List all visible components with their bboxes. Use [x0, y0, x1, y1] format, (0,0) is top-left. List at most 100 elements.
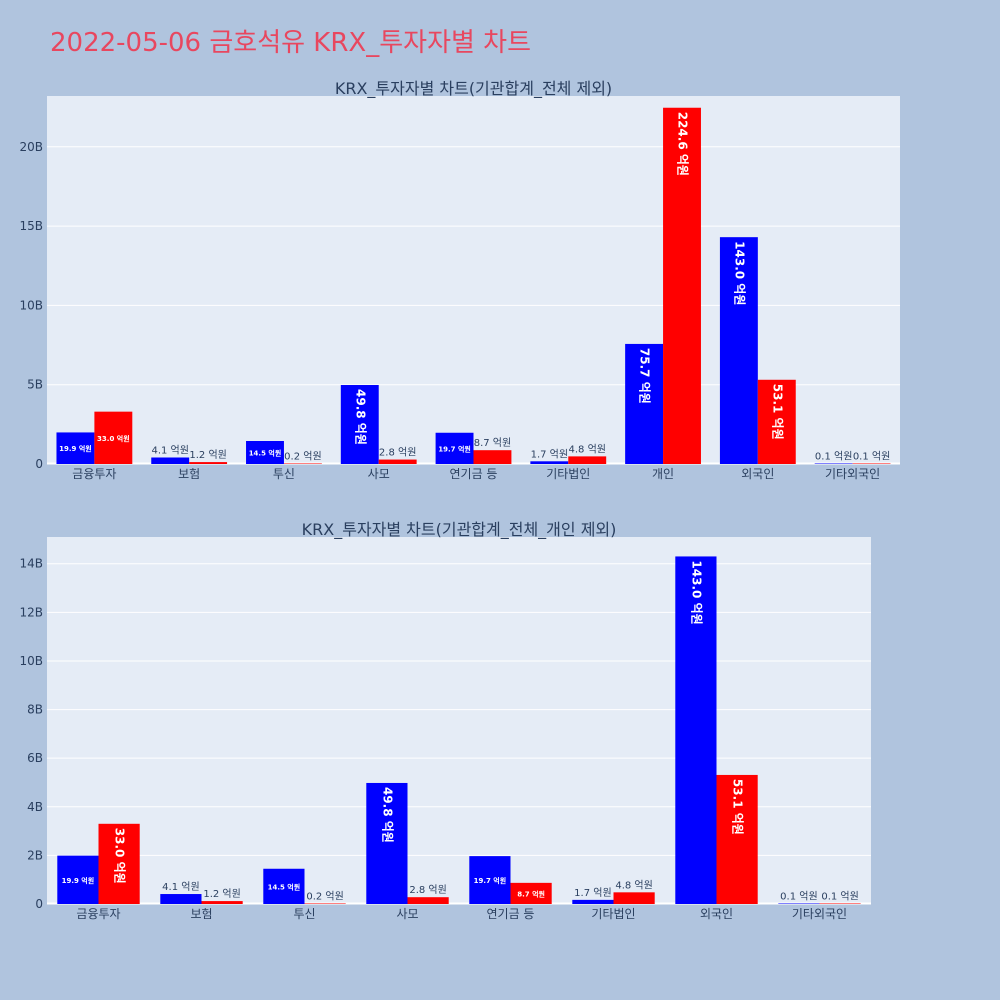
- y-tick-label: 6B: [27, 751, 43, 765]
- bar-value-label: 4.1 억원: [151, 444, 188, 456]
- bar-value-label: 19.7 억원: [474, 876, 507, 885]
- bar: [151, 457, 190, 464]
- bar: [263, 868, 305, 904]
- bar: [716, 774, 758, 904]
- bar-value-label: 75.7 억원: [638, 348, 652, 404]
- bar: [625, 343, 664, 464]
- bar: [568, 456, 607, 464]
- bar: [814, 463, 853, 464]
- x-tick-label: 사모: [368, 467, 390, 481]
- bar-value-label: 2.8 억원: [379, 447, 416, 459]
- x-tick-label: 기타외국인: [825, 467, 880, 481]
- bar: [510, 882, 552, 904]
- bar: [407, 897, 449, 904]
- bar: [675, 556, 717, 904]
- bar-value-label: 49.8 억원: [353, 389, 367, 445]
- x-tick-label: 기타법인: [591, 907, 635, 921]
- bar-value-label: 4.8 억원: [568, 443, 605, 455]
- bar-value-label: 8.7 억원: [474, 437, 511, 449]
- x-tick-label: 외국인: [741, 467, 774, 481]
- bar: [98, 823, 140, 904]
- bar-value-label: 53.1 억원: [770, 384, 784, 440]
- y-tick-label: 15B: [19, 219, 43, 233]
- y-tick-label: 10B: [19, 654, 43, 668]
- bar-value-label: 19.7 억원: [438, 444, 471, 453]
- bar: [57, 855, 99, 904]
- bar: [304, 903, 346, 904]
- x-tick-label: 투신: [273, 467, 295, 481]
- bar-value-label: 224.6 억원: [676, 112, 690, 176]
- bar: [56, 432, 95, 464]
- page-title: 2022-05-06 금호석유 KRX_투자자별 차트: [50, 28, 532, 58]
- bar-value-label: 8.7 억원: [517, 889, 545, 898]
- bar-value-label: 2.8 억원: [409, 884, 446, 896]
- bar-value-label: 0.1 억원: [853, 451, 890, 463]
- x-tick-label: 투신: [293, 907, 315, 921]
- bar: [189, 462, 228, 464]
- bar-value-label: 14.5 억원: [268, 882, 301, 891]
- bar-value-label: 1.7 억원: [531, 448, 568, 460]
- bar: [160, 894, 202, 904]
- bar-value-label: 0.1 억원: [780, 891, 817, 903]
- x-tick-label: 금융투자: [72, 467, 116, 481]
- bar-value-label: 1.7 억원: [574, 887, 611, 899]
- y-tick-label: 14B: [19, 557, 43, 571]
- y-tick-label: 10B: [19, 298, 43, 312]
- y-tick-label: 20B: [19, 140, 43, 154]
- bar: [366, 782, 408, 904]
- x-tick-label: 연기금 등: [487, 907, 535, 921]
- x-tick-label: 외국인: [700, 907, 733, 921]
- bar-value-label: 0.2 억원: [306, 891, 343, 903]
- y-tick-label: 0: [35, 457, 43, 471]
- bar: [530, 461, 569, 464]
- y-tick-label: 12B: [19, 605, 43, 619]
- bar: [852, 463, 891, 464]
- bar-value-label: 4.8 억원: [615, 879, 652, 891]
- bar-value-label: 33.0 억원: [113, 828, 127, 884]
- x-tick-label: 보험: [178, 467, 200, 481]
- x-tick-label: 연기금 등: [450, 467, 498, 481]
- bar-value-label: 33.0 억원: [97, 434, 130, 443]
- bar: [473, 450, 512, 464]
- bar-value-label: 53.1 억원: [731, 779, 745, 835]
- x-tick-label: 기타외국인: [792, 907, 847, 921]
- bar-value-label: 49.8 억원: [380, 787, 394, 843]
- bar-value-label: 143.0 억원: [689, 560, 703, 624]
- bar: [663, 107, 701, 465]
- bar: [435, 432, 474, 464]
- bar: [819, 903, 861, 904]
- bar: [283, 463, 322, 464]
- bar: [757, 379, 796, 464]
- bar: [246, 441, 284, 464]
- bar: [469, 856, 511, 904]
- bar-value-label: 0.1 억원: [821, 891, 858, 903]
- x-tick-label: 기타법인: [546, 467, 590, 481]
- y-tick-label: 4B: [27, 800, 43, 814]
- y-tick-label: 8B: [27, 703, 43, 717]
- x-tick-label: 개인: [652, 467, 674, 481]
- x-tick-label: 사모: [396, 907, 418, 921]
- bar-value-label: 0.1 억원: [815, 451, 852, 463]
- bar: [572, 899, 614, 904]
- y-tick-label: 0: [35, 897, 43, 911]
- bar: [613, 892, 655, 904]
- bar: [378, 459, 417, 464]
- bar: [201, 901, 243, 904]
- bar-value-label: 19.9 억원: [62, 876, 95, 885]
- bar-value-label: 0.2 억원: [284, 451, 321, 463]
- y-tick-label: 5B: [27, 378, 43, 392]
- bar: [778, 903, 820, 904]
- bar: [719, 237, 758, 464]
- bar-value-label: 19.9 억원: [59, 444, 92, 453]
- x-tick-label: 보험: [190, 907, 212, 921]
- bar-value-label: 1.2 억원: [203, 888, 240, 900]
- bar-value-label: 143.0 억원: [732, 241, 746, 305]
- y-tick-label: 2B: [27, 848, 43, 862]
- chart-title: KRX_투자자별 차트(기관합계_전체_개인 제외): [302, 520, 617, 540]
- bar: [340, 385, 379, 464]
- bar-value-label: 1.2 억원: [189, 449, 226, 461]
- bar-value-label: 4.1 억원: [162, 881, 199, 893]
- bar-value-label: 14.5 억원: [249, 449, 282, 458]
- bar: [94, 411, 133, 464]
